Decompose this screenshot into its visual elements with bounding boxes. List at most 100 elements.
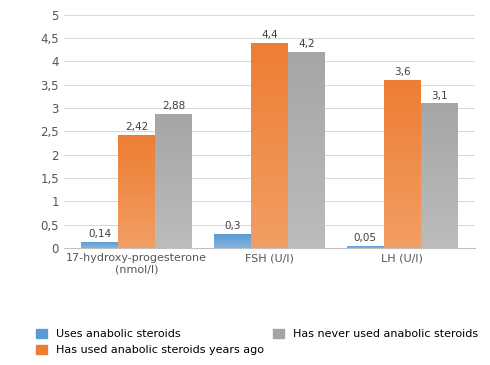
Bar xyxy=(421,189,458,190)
Bar xyxy=(118,235,155,236)
Bar xyxy=(384,246,421,248)
Bar xyxy=(288,209,325,211)
Bar xyxy=(384,228,421,230)
Bar xyxy=(421,183,458,184)
Bar xyxy=(118,203,155,204)
Bar xyxy=(155,220,193,221)
Bar xyxy=(155,238,193,239)
Bar xyxy=(384,179,421,181)
Bar xyxy=(251,98,288,100)
Bar xyxy=(421,109,458,111)
Bar xyxy=(251,191,288,193)
Bar xyxy=(288,64,325,66)
Bar xyxy=(118,139,155,140)
Bar xyxy=(251,226,288,228)
Bar xyxy=(251,129,288,131)
Bar xyxy=(384,184,421,186)
Bar xyxy=(421,206,458,208)
Bar xyxy=(155,182,193,184)
Bar xyxy=(421,244,458,245)
Bar xyxy=(251,223,288,226)
Legend: Uses anabolic steroids, Has used anabolic steroids years ago, Has never used ana: Uses anabolic steroids, Has used anaboli… xyxy=(36,328,478,355)
Bar xyxy=(118,136,155,137)
Bar xyxy=(421,215,458,216)
Bar xyxy=(421,239,458,241)
Bar xyxy=(288,193,325,195)
Bar xyxy=(251,147,288,150)
Bar xyxy=(155,141,193,142)
Bar xyxy=(384,173,421,174)
Bar xyxy=(288,68,325,70)
Bar xyxy=(155,240,193,242)
Bar xyxy=(421,160,458,161)
Bar xyxy=(155,185,193,186)
Bar xyxy=(118,211,155,212)
Bar xyxy=(251,43,288,45)
Bar xyxy=(384,154,421,156)
Bar xyxy=(251,178,288,180)
Bar xyxy=(251,162,288,164)
Bar xyxy=(251,170,288,172)
Bar xyxy=(288,140,325,142)
Bar xyxy=(288,201,325,203)
Bar xyxy=(251,164,288,166)
Bar xyxy=(288,246,325,248)
Bar xyxy=(155,177,193,178)
Bar xyxy=(288,228,325,231)
Bar xyxy=(155,139,193,141)
Bar xyxy=(155,119,193,120)
Bar xyxy=(288,52,325,54)
Bar xyxy=(288,242,325,244)
Bar xyxy=(384,104,421,105)
Bar xyxy=(155,116,193,118)
Bar xyxy=(118,230,155,231)
Bar xyxy=(155,243,193,244)
Bar xyxy=(118,222,155,223)
Bar xyxy=(155,223,193,224)
Bar xyxy=(118,175,155,176)
Bar xyxy=(118,206,155,207)
Bar xyxy=(421,142,458,144)
Bar xyxy=(384,215,421,216)
Bar xyxy=(251,199,288,201)
Bar xyxy=(288,181,325,184)
Bar xyxy=(384,87,421,88)
Bar xyxy=(288,109,325,111)
Bar xyxy=(118,200,155,201)
Bar xyxy=(118,188,155,189)
Bar xyxy=(118,140,155,141)
Bar xyxy=(251,187,288,189)
Bar xyxy=(384,139,421,141)
Bar xyxy=(155,178,193,180)
Bar xyxy=(155,195,193,196)
Bar xyxy=(251,135,288,137)
Bar xyxy=(155,145,193,146)
Bar xyxy=(421,141,458,142)
Bar xyxy=(288,81,325,83)
Bar xyxy=(288,77,325,80)
Bar xyxy=(288,234,325,237)
Bar xyxy=(251,195,288,197)
Bar xyxy=(118,174,155,175)
Bar xyxy=(288,137,325,138)
Bar xyxy=(251,61,288,63)
Bar xyxy=(288,174,325,176)
Bar xyxy=(251,112,288,115)
Bar xyxy=(421,125,458,127)
Bar xyxy=(288,164,325,166)
Bar xyxy=(288,233,325,234)
Bar xyxy=(155,138,193,139)
Bar xyxy=(421,138,458,139)
Bar xyxy=(384,146,421,147)
Bar xyxy=(421,164,458,166)
Bar xyxy=(118,189,155,191)
Bar xyxy=(155,172,193,173)
Bar xyxy=(118,141,155,142)
Bar xyxy=(384,149,421,151)
Bar xyxy=(384,220,421,221)
Bar xyxy=(288,197,325,199)
Bar xyxy=(421,245,458,247)
Bar xyxy=(251,67,288,69)
Bar xyxy=(384,195,421,196)
Bar xyxy=(421,153,458,154)
